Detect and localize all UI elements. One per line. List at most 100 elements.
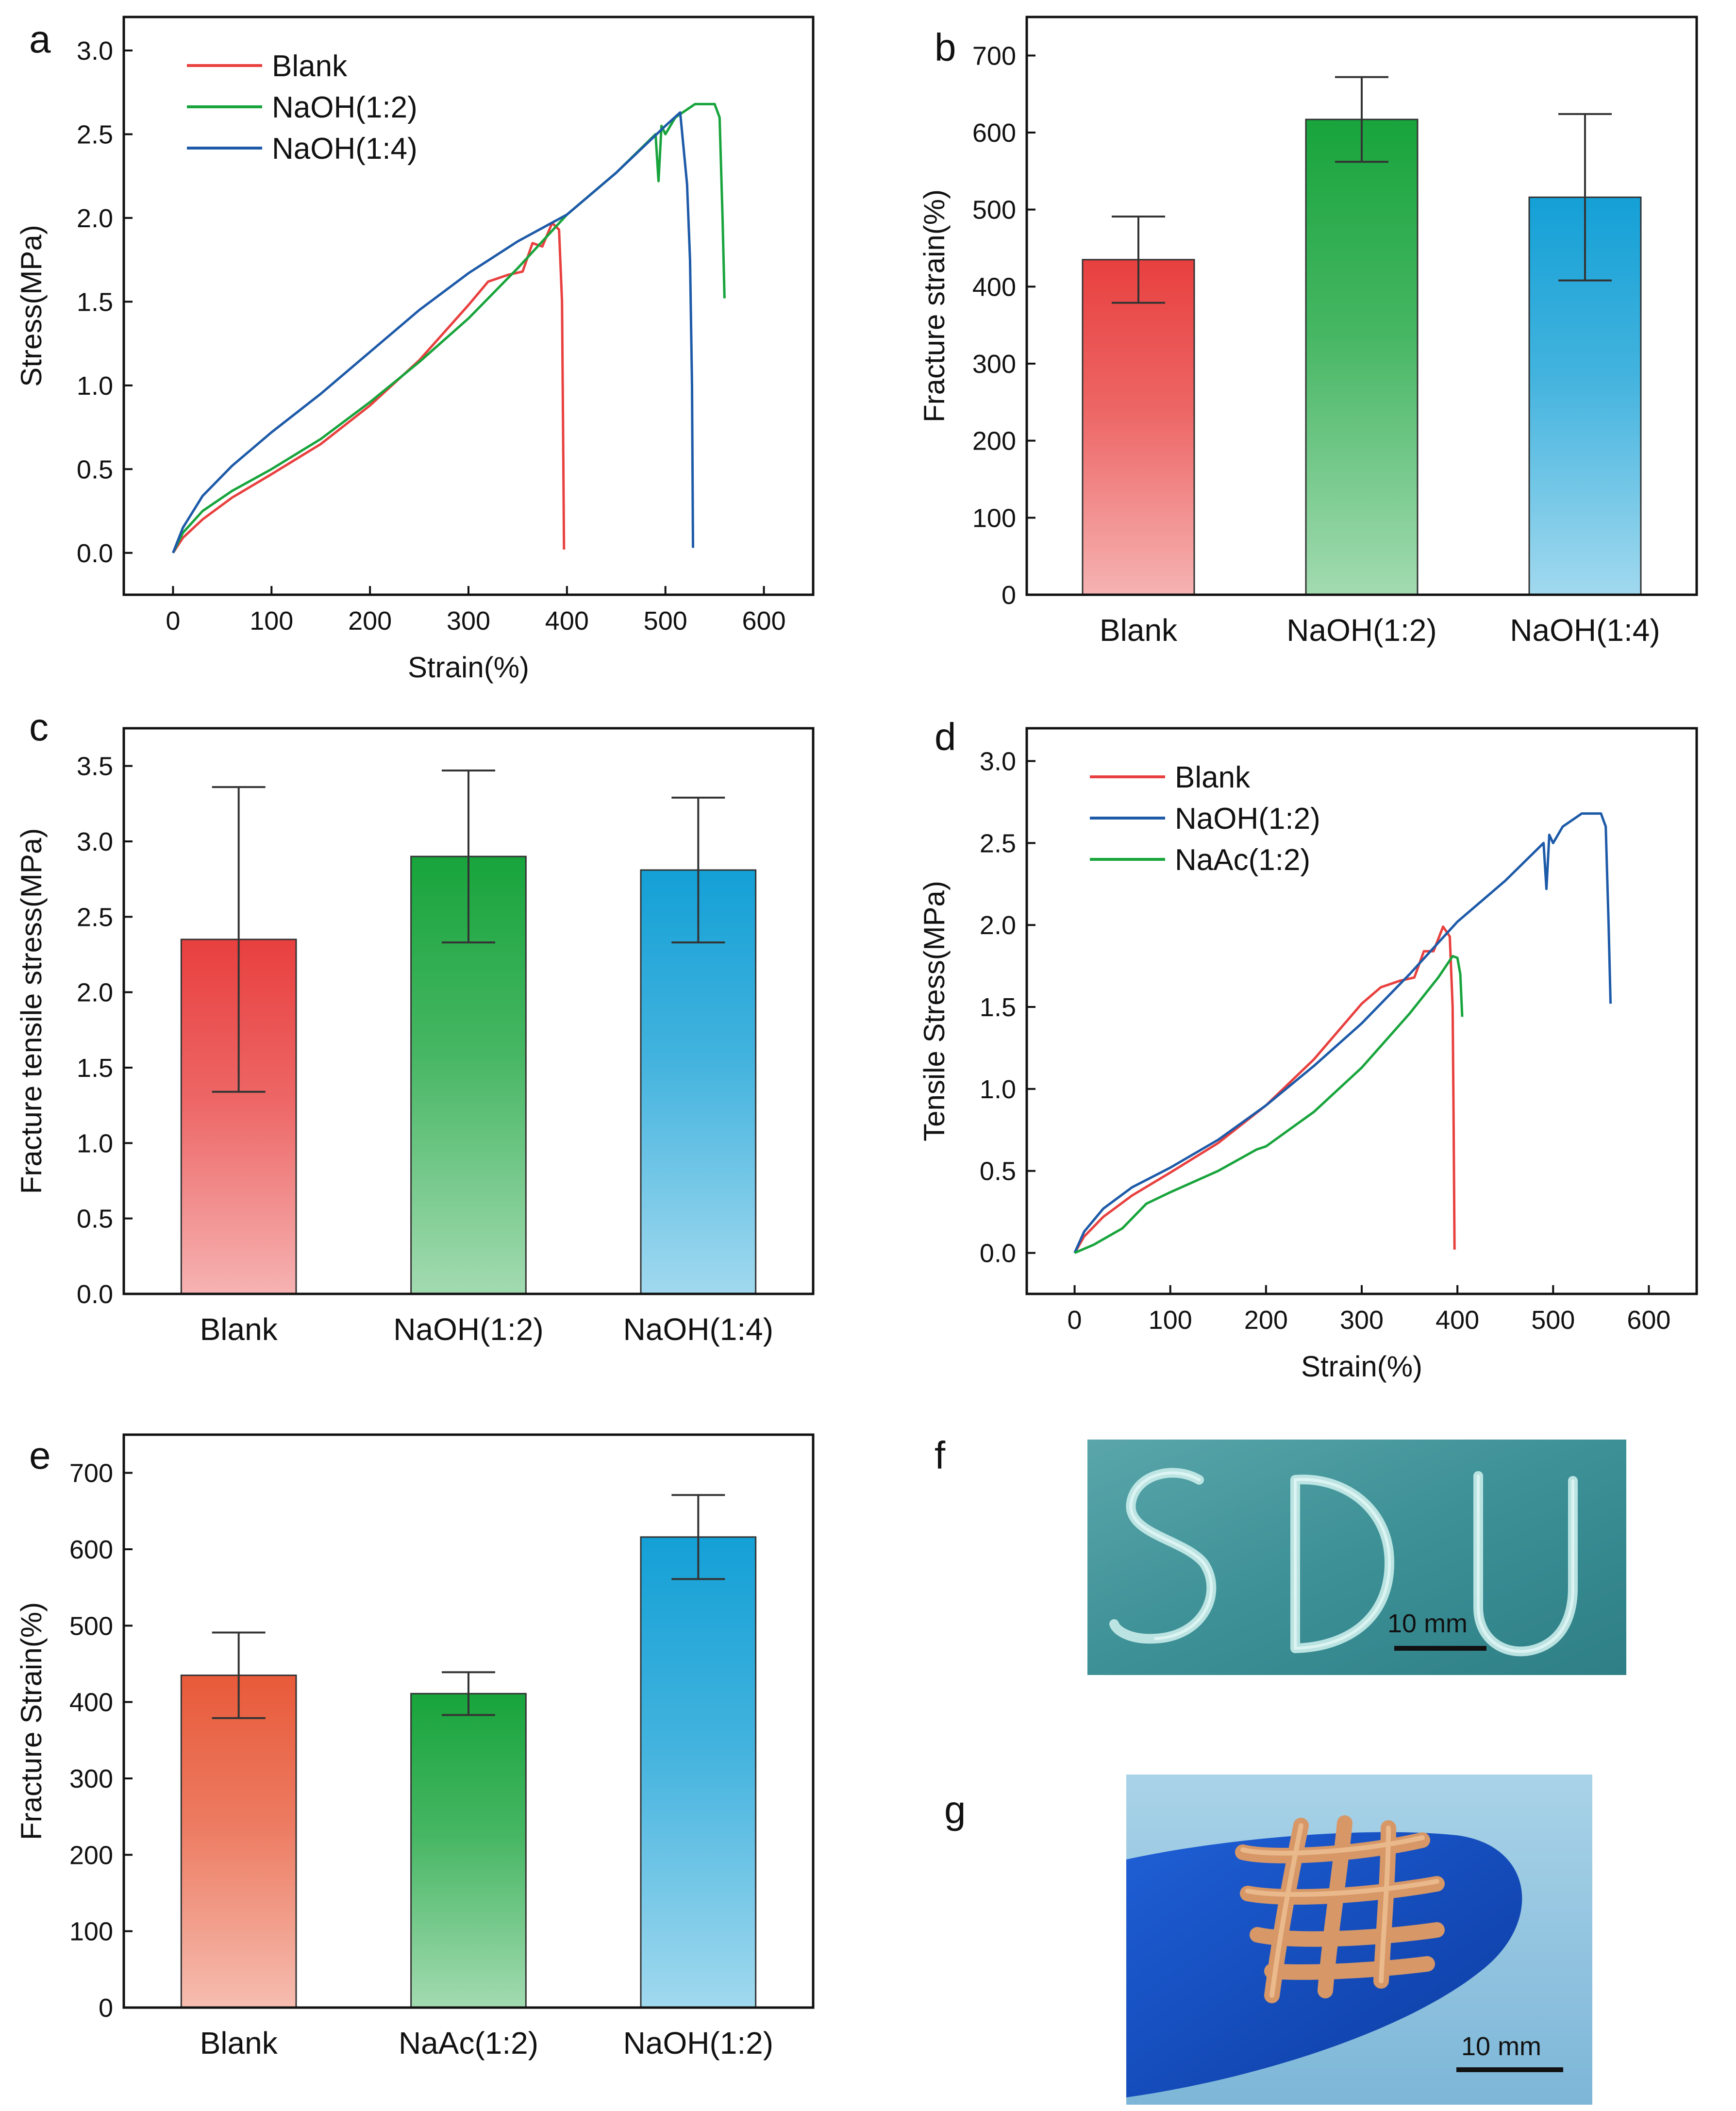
y-tick-label: 2.5	[77, 903, 113, 932]
panel-label-b: b	[935, 26, 956, 69]
y-tick-label: 1.0	[77, 371, 113, 401]
y-tick-label: 0.5	[77, 1205, 113, 1234]
panel-label-g: g	[944, 1788, 966, 1831]
x-tick-label: 200	[348, 606, 392, 636]
x-tick-label: 400	[1436, 1306, 1479, 1335]
x-axis-label: Strain(%)	[408, 651, 529, 684]
legend-label: NaOH(1:4)	[272, 132, 417, 166]
photo-lattice: 10 mm	[1126, 1775, 1592, 2105]
category-label: NaOH(1:4)	[1510, 613, 1660, 648]
bar-NaOH(1:2)	[1305, 118, 1419, 596]
y-tick-label: 2.0	[77, 204, 113, 233]
x-axis-label: Strain(%)	[1301, 1350, 1422, 1383]
scale-label-g: 10 mm	[1461, 2032, 1541, 2061]
bar-Blank	[180, 1675, 297, 2009]
y-tick-label: 2.0	[77, 978, 113, 1007]
y-tick-label: 0.0	[980, 1239, 1016, 1268]
category-label: NaOH(1:2)	[623, 2026, 773, 2061]
panel-label-f: f	[935, 1434, 946, 1477]
y-tick-label: 3.0	[980, 747, 1016, 776]
y-axis-label: Fracture strain(%)	[918, 189, 951, 422]
legend-label: NaAc(1:2)	[1175, 843, 1310, 877]
e-axes-frame	[122, 1433, 815, 2009]
y-axis-label: Fracture Strain(%)	[15, 1602, 48, 1840]
y-tick-label: 0.0	[77, 539, 113, 568]
y-tick-label: 100	[972, 503, 1016, 533]
series-line-NaAc(1:2)	[1074, 955, 1464, 1254]
y-axis-label: Stress(MPa)	[15, 225, 48, 386]
y-tick-label: 300	[69, 1764, 113, 1793]
y-tick-label: 600	[972, 118, 1016, 148]
x-tick-label: 100	[250, 606, 293, 636]
y-tick-label: 0	[1002, 581, 1016, 610]
y-tick-label: 1.0	[77, 1129, 113, 1158]
y-tick-label: 200	[69, 1841, 113, 1870]
series-line-NaOH(1:4)	[172, 111, 694, 553]
y-tick-label: 500	[972, 196, 1016, 225]
y-tick-label: 1.5	[77, 1054, 113, 1083]
y-tick-label: 200	[972, 427, 1016, 456]
category-label: Blank	[200, 2026, 278, 2061]
y-tick-label: 600	[69, 1535, 113, 1564]
y-tick-label: 1.0	[980, 1075, 1016, 1104]
series-line-Blank	[1073, 925, 1456, 1254]
y-tick-label: 300	[972, 350, 1016, 379]
category-label: NaOH(1:2)	[1286, 613, 1436, 648]
chart-d: 0 100 200 300 400 500 600 0.0 0.5 1.0 1.5 2.0 2.5 3.0…	[918, 727, 1698, 1383]
category-label: NaOH(1:2)	[393, 1312, 543, 1347]
y-tick-label: 3.0	[77, 36, 113, 66]
y-tick-label: 500	[69, 1611, 113, 1641]
y-tick-label: 2.0	[980, 911, 1016, 940]
y-tick-label: 1.5	[980, 993, 1016, 1022]
y-tick-label: 400	[972, 272, 1016, 302]
x-tick-label: 600	[1627, 1306, 1670, 1335]
series-line-Blank	[172, 221, 566, 554]
y-axis-label: Tensile Stress(MPa)	[918, 881, 951, 1141]
y-tick-label: 3.0	[77, 827, 113, 856]
chart-a: 0 100 200 300 400 500 600 0.0 0.5 1.0 1.5 2.0 2.5 3.0…	[15, 16, 815, 684]
y-tick-label: 2.5	[980, 829, 1016, 858]
x-tick-label: 500	[644, 606, 687, 636]
x-tick-label: 400	[545, 606, 589, 636]
legend-label: Blank	[272, 50, 348, 83]
x-tick-label: 0	[1068, 1306, 1082, 1335]
x-tick-label: 300	[447, 606, 490, 636]
category-label: Blank	[200, 1312, 278, 1347]
bar-NaAc(1:2)	[410, 1692, 527, 2009]
y-tick-label: 0.5	[77, 455, 113, 484]
y-tick-label: 2.5	[77, 120, 113, 149]
x-tick-label: 600	[742, 606, 786, 636]
x-tick-label: 300	[1340, 1306, 1384, 1335]
legend-label: NaOH(1:2)	[1175, 802, 1320, 836]
panel-label-a: a	[29, 17, 51, 61]
x-tick-label: 100	[1149, 1306, 1192, 1335]
chart-b: Blank NaOH(1:2) NaOH(1:4) 0 100 200 300 400 500 6…	[918, 16, 1698, 648]
panel-label-d: d	[935, 715, 956, 758]
chart-c: Blank NaOH(1:2) NaOH(1:4) 0.0 0.5 1.0 1.5 2.0 2.…	[15, 727, 815, 1347]
legend-label: Blank	[1175, 761, 1251, 794]
y-tick-label: 0.5	[980, 1157, 1016, 1186]
y-tick-label: 700	[69, 1459, 113, 1488]
x-tick-label: 500	[1531, 1306, 1575, 1335]
scale-label-f: 10 mm	[1387, 1609, 1468, 1638]
scale-bar-g	[1456, 2067, 1563, 2072]
y-tick-label: 0	[99, 1994, 113, 2023]
c-axes-frame	[122, 727, 815, 1295]
panel-label-c: c	[29, 705, 49, 749]
scale-bar-f	[1394, 1646, 1486, 1651]
legend-label: NaOH(1:2)	[272, 91, 417, 124]
bar-Blank	[1082, 259, 1195, 596]
series-line-NaOH(1:2)	[1073, 812, 1612, 1254]
y-tick-label: 3.5	[77, 752, 113, 781]
y-axis-label: Fracture tensile stress(MPa)	[15, 828, 48, 1194]
y-tick-label: 1.5	[77, 287, 113, 317]
y-tick-label: 0.0	[77, 1280, 113, 1309]
b-axes-frame	[1025, 16, 1698, 596]
panel-label-e: e	[29, 1434, 51, 1477]
category-label: Blank	[1100, 613, 1178, 648]
y-tick-label: 400	[69, 1688, 113, 1717]
y-tick-label: 100	[69, 1917, 113, 1946]
photo-sdu: 10 mm	[1087, 1440, 1626, 1675]
bar-NaOH(1:2)	[640, 1536, 757, 2009]
